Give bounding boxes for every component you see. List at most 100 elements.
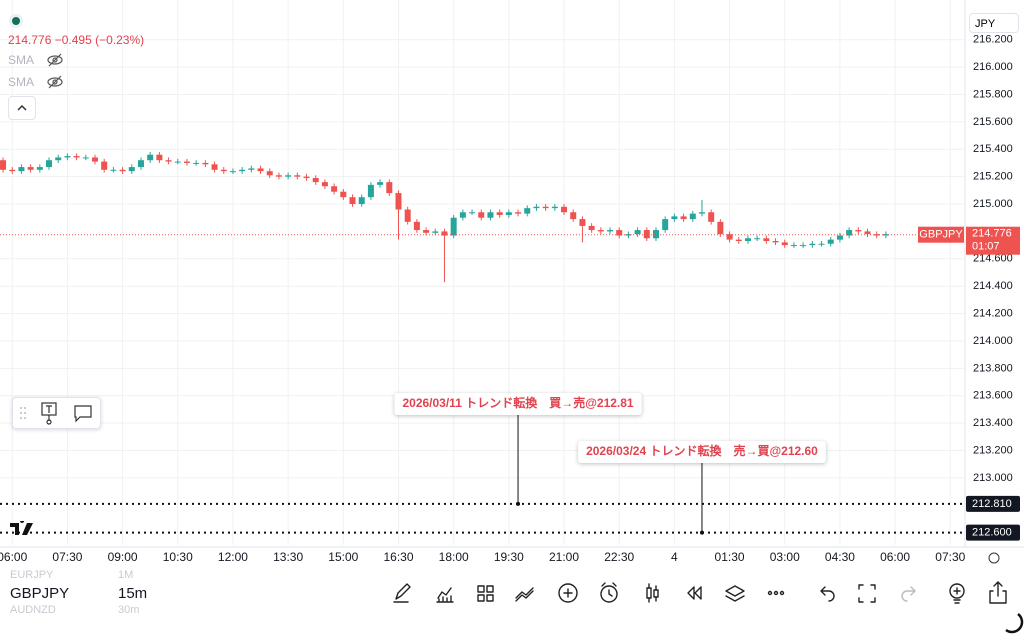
hidden-icons <box>47 53 63 89</box>
candle-body <box>524 208 531 214</box>
collapse-button[interactable] <box>8 96 36 120</box>
fullscreen-tool[interactable] <box>858 584 876 603</box>
candle-body <box>754 238 761 240</box>
y-tick-label: 213.800 <box>973 362 1013 374</box>
candle-body <box>634 230 641 235</box>
candle-body <box>726 234 733 240</box>
candle-body <box>496 212 503 215</box>
y-tick-label: 214.000 <box>973 335 1013 347</box>
candle-body <box>469 212 476 214</box>
candle-body <box>101 161 108 170</box>
interval[interactable]: 15m <box>118 585 148 602</box>
symbol[interactable]: EURJPY <box>10 569 54 581</box>
y-tick-label: 213.600 <box>973 390 1013 402</box>
candle-body <box>156 154 163 161</box>
level-tag-text: 212.810 <box>972 498 1012 510</box>
candle-body <box>9 169 16 172</box>
candle-body <box>515 212 522 214</box>
level-tag <box>966 524 1020 541</box>
candle-body <box>331 186 338 192</box>
layout-tool[interactable] <box>477 585 494 602</box>
y-tick-label: 215.600 <box>973 116 1013 128</box>
candle-body <box>588 225 595 231</box>
symbol[interactable]: GBPJPY <box>10 585 70 602</box>
redo-tool <box>901 586 916 602</box>
candle-body <box>542 206 549 209</box>
y-tick-label: 215.000 <box>973 198 1013 210</box>
candle-body <box>662 219 669 231</box>
candle-body <box>597 230 604 232</box>
settings-icon[interactable] <box>988 552 1000 564</box>
x-tick-label: 07:30 <box>52 550 82 564</box>
price-quote: 214.776 −0.495 (−0.23%) <box>8 33 145 47</box>
candle-body <box>846 230 853 236</box>
x-tick-label: 04:30 <box>825 550 855 564</box>
add-tool[interactable] <box>558 583 578 603</box>
compare-tool[interactable] <box>515 587 534 602</box>
annotation-anchor <box>699 530 704 535</box>
x-tick-label: 03:00 <box>770 550 800 564</box>
tv-logo <box>10 521 33 535</box>
candle-body <box>340 191 347 198</box>
y-tick-label: 215.400 <box>973 143 1013 155</box>
x-tick-label: 09:00 <box>108 550 138 564</box>
candle-body <box>55 157 62 161</box>
layers-tool[interactable] <box>725 585 745 602</box>
candle-body <box>561 206 568 213</box>
candle-body <box>110 169 117 171</box>
candle-body <box>735 239 742 242</box>
candle-body <box>533 206 540 209</box>
candle-body <box>174 161 181 163</box>
floating-toolbar-icons <box>20 402 92 425</box>
alert-tool[interactable] <box>600 582 618 603</box>
indicators-tool[interactable] <box>436 587 454 603</box>
y-tick-label: 215.200 <box>973 171 1013 183</box>
candle-body <box>689 213 696 220</box>
more-tool[interactable] <box>767 590 785 596</box>
candle-body <box>763 238 770 242</box>
candle-body <box>119 169 126 172</box>
candle-body <box>404 209 411 222</box>
y-tick-label: 214.400 <box>973 280 1013 292</box>
draw-tool[interactable] <box>393 583 411 603</box>
candle-body <box>211 164 218 170</box>
annotation-text: 2026/03/24 トレンド転換 売→買@212.60 <box>586 443 818 458</box>
annotation-box <box>578 441 826 463</box>
candle-body <box>450 217 457 236</box>
currency-select[interactable]: JPY <box>969 13 1019 33</box>
countdown: 01:07 <box>972 241 1000 253</box>
candle-body <box>717 221 724 235</box>
symbol[interactable]: AUDNZD <box>10 604 56 616</box>
candle-body <box>0 160 7 170</box>
candle-body <box>248 168 255 170</box>
symbol-tag-text: GBPJPY <box>919 229 963 241</box>
candle-body <box>239 169 246 172</box>
indicator-label[interactable]: SMA <box>8 75 35 89</box>
interval[interactable]: 30m <box>118 604 140 616</box>
candle-body <box>202 162 209 165</box>
idea-tool[interactable] <box>949 583 965 604</box>
x-tick-label: 15:00 <box>328 550 358 564</box>
level-tag-text: 212.600 <box>972 527 1012 539</box>
candle-body <box>349 197 356 205</box>
candle-body <box>193 162 200 164</box>
candle-body <box>772 241 779 243</box>
candle-body <box>744 238 751 242</box>
chart-type-tool[interactable] <box>646 583 659 603</box>
candle-body <box>27 167 34 170</box>
y-tick-label: 213.200 <box>973 444 1013 456</box>
indicator-label[interactable]: SMA <box>8 53 35 67</box>
candle-body <box>395 193 402 210</box>
undo-tool[interactable] <box>820 586 835 602</box>
candle-body <box>680 216 687 220</box>
x-tick-label: 01:30 <box>715 550 745 564</box>
candle-body <box>708 212 715 222</box>
interval[interactable]: 1M <box>118 569 134 581</box>
candle-body <box>441 231 448 236</box>
candle-body <box>855 230 862 232</box>
share-tool[interactable] <box>989 581 1007 604</box>
candle-body <box>367 184 374 198</box>
replay-tool[interactable] <box>687 586 702 600</box>
x-tick-label: 12:00 <box>218 550 248 564</box>
